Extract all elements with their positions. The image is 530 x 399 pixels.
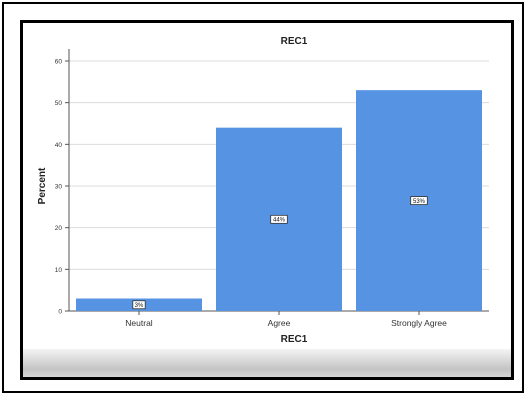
data-label: 44%: [273, 218, 286, 224]
y-tick-label: 60: [55, 59, 63, 66]
data-label: 53%: [413, 199, 426, 205]
x-axis-label: REC1: [281, 334, 308, 345]
y-tick-label: 20: [55, 225, 63, 232]
chart-panel: REC1 Percent REC1 0 10 20 30 40 50 60 Neutral 3…: [20, 20, 514, 380]
data-label-box: [132, 300, 146, 310]
data-label-box: [410, 196, 428, 205]
data-label: 3%: [135, 303, 144, 309]
x-tick-label: Strongly Agree: [391, 318, 447, 328]
data-label-box: [270, 214, 288, 224]
x-tick-label: Neutral: [125, 318, 153, 328]
shadow-band: [23, 349, 511, 377]
bar-chart: REC1 Percent REC1 0 10 20 30 40 50 60 Neutral 3…: [37, 36, 489, 345]
x-tick-label: Agree: [268, 318, 291, 328]
chart-title: REC1: [281, 36, 308, 47]
y-tick-label: 10: [55, 267, 63, 274]
y-tick-label: 40: [55, 142, 63, 149]
y-tick-label: 0: [58, 309, 62, 316]
y-axis-label: Percent: [37, 167, 48, 204]
y-tick-label: 30: [55, 184, 63, 191]
y-tick-label: 50: [55, 100, 63, 107]
